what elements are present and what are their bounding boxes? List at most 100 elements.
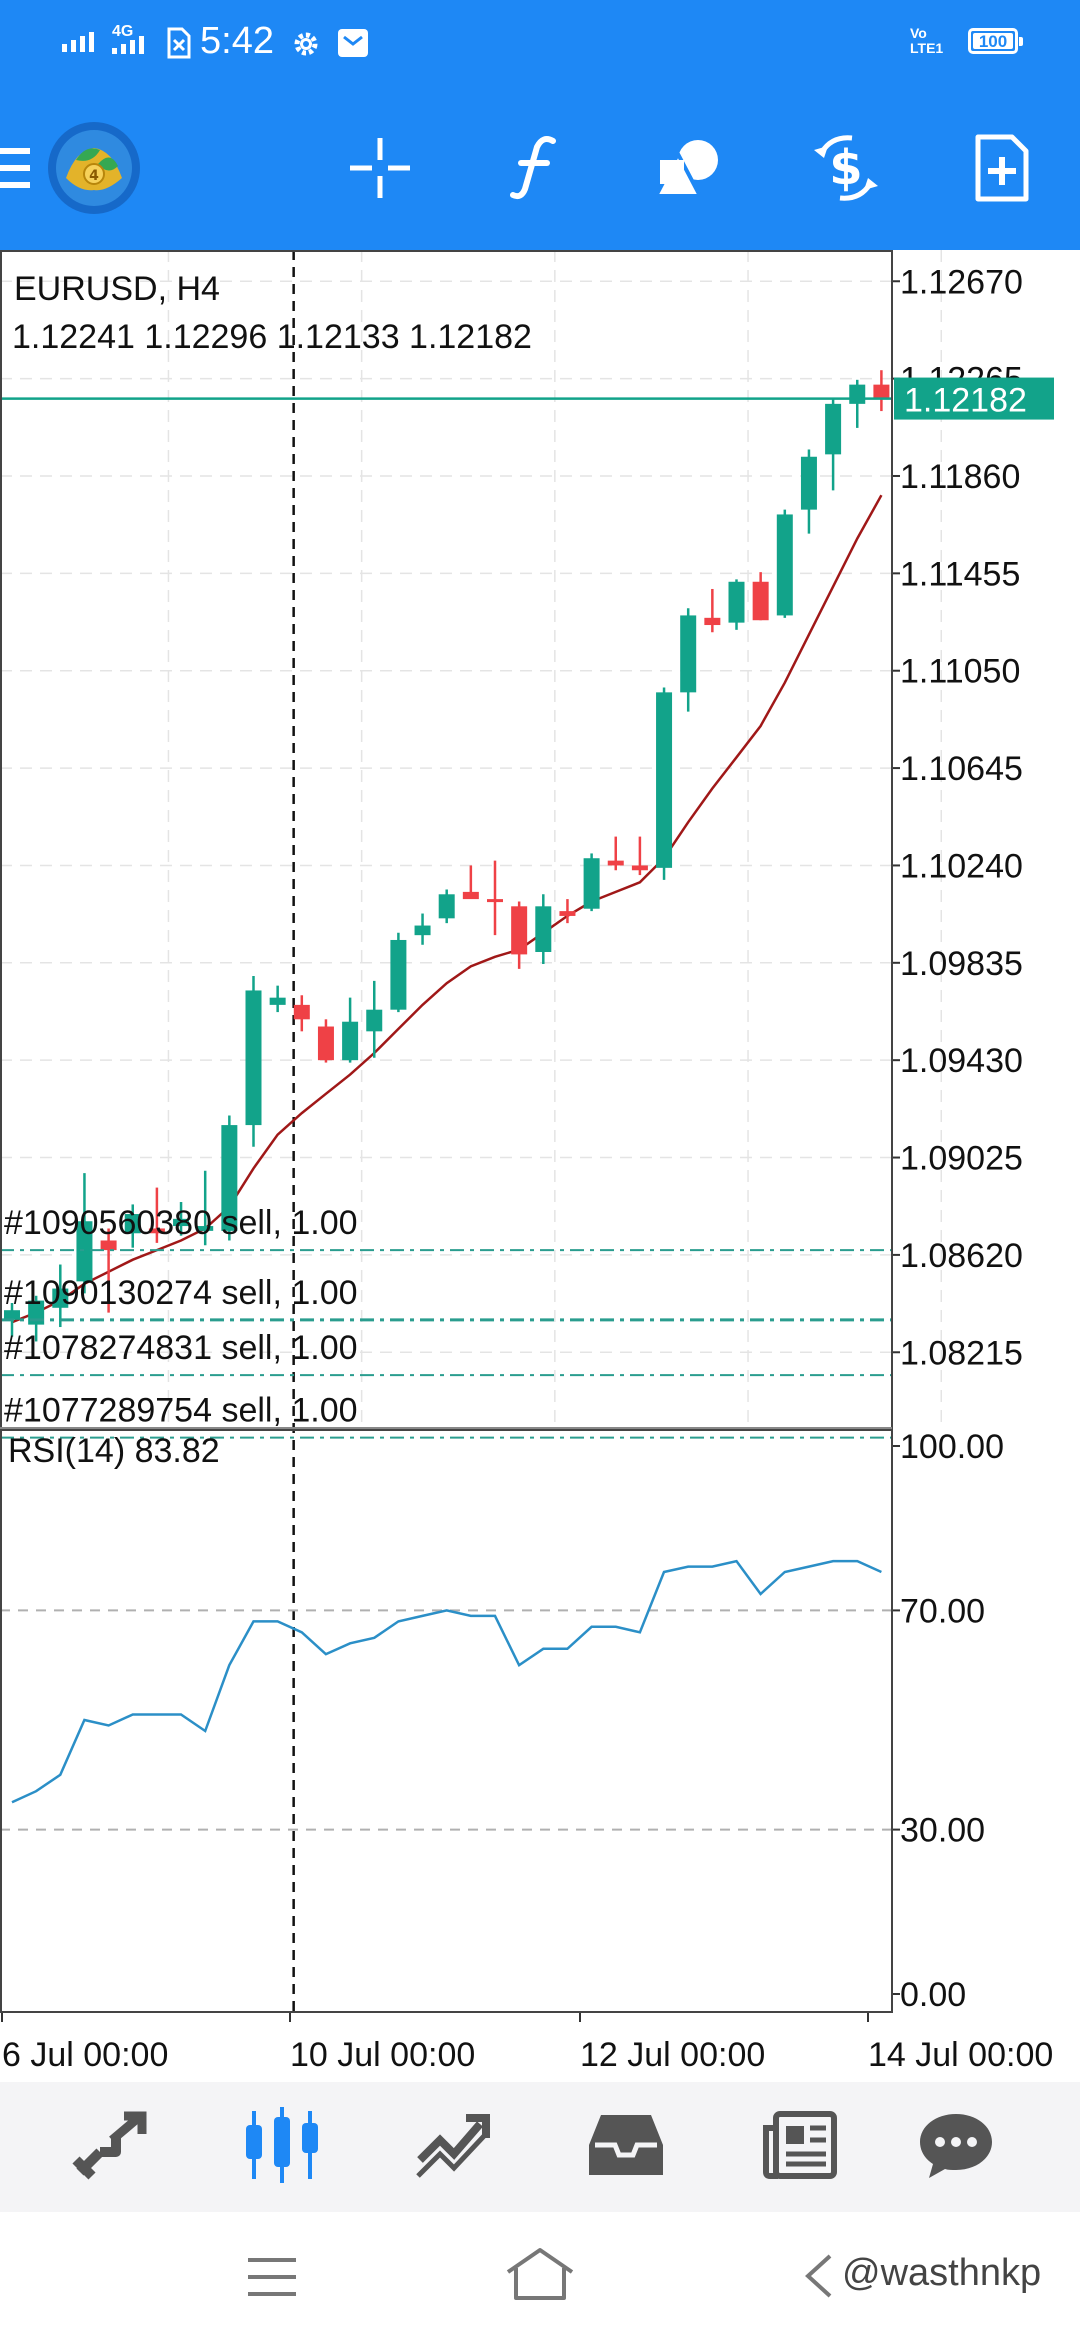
nav-history[interactable] (576, 2100, 676, 2190)
candle-body (728, 581, 745, 623)
candle-body (52, 1288, 69, 1308)
candle-body (631, 865, 648, 871)
candle (342, 997, 359, 1063)
rsi-label: RSI(14) 83.82 (8, 1432, 220, 1470)
price-tick-label: 1.09025 (900, 1140, 1023, 1178)
candle (535, 894, 552, 965)
candle-body (583, 858, 600, 909)
metatrader-logo-button[interactable]: 4 (46, 120, 142, 216)
menu-button[interactable] (0, 138, 34, 198)
gear-icon (294, 32, 318, 56)
nav-chart[interactable] (232, 2100, 332, 2190)
price-tick-label: 1.11050 (900, 653, 1020, 691)
chart-area[interactable]: #1090560380 sell, 1.00 #1090130274 sell, … (0, 250, 1080, 2080)
candle (825, 399, 842, 491)
time-axis: 6 Jul 00:00 10 Jul 00:00 12 Jul 00:00 14 Ju… (1, 2012, 1053, 2074)
recents-icon (248, 2258, 296, 2296)
nav-trade[interactable] (402, 2100, 502, 2190)
rsi-tick-label: 30.00 (900, 1812, 985, 1850)
candle (752, 572, 769, 621)
candle-body (221, 1125, 238, 1231)
chart-toolbar: 4 $ (0, 88, 1080, 250)
no-sim-icon (167, 27, 191, 59)
current-price-badge (894, 377, 1054, 420)
candle-body (76, 1221, 93, 1282)
watermark: @wasthnkp (842, 2252, 1042, 2294)
news-icon (763, 2111, 837, 2179)
price-tick-label: 1.12670 (900, 263, 1023, 301)
candle-body (559, 911, 576, 916)
candle (462, 865, 479, 900)
candle (607, 836, 624, 871)
signal-icon-2 (112, 36, 144, 54)
battery-level: 100 (973, 33, 1013, 51)
candle (656, 687, 673, 880)
battery-icon: 100 (968, 28, 1023, 54)
candle (414, 913, 431, 945)
candle-body (438, 894, 455, 919)
price-tick-label: 1.11455 (900, 555, 1020, 593)
candle (293, 995, 310, 1032)
indicators-button[interactable] (494, 128, 574, 208)
nav-quotes[interactable] (60, 2100, 160, 2190)
candle-body (148, 1228, 165, 1234)
candle (173, 1202, 190, 1236)
candle (366, 980, 383, 1058)
signal-icon (62, 32, 94, 52)
candle-body (342, 1021, 359, 1061)
metatrader-logo-icon: 4 (48, 122, 140, 214)
candle (631, 836, 648, 876)
time-tick-label: 12 Jul 00:00 (580, 2036, 765, 2074)
rsi-line (11, 1559, 882, 1804)
candle-body (293, 1004, 310, 1020)
indicators-icon (510, 136, 556, 200)
price-tick-label: 1.09835 (900, 945, 1023, 983)
time-tick-label: 10 Jul 00:00 (290, 2036, 475, 2074)
candle-body (390, 939, 407, 1010)
timeframe-button[interactable]: $ (804, 126, 888, 210)
clock: 5:42 (200, 20, 274, 62)
candle-body (535, 906, 552, 952)
candle (245, 976, 262, 1147)
objects-icon (656, 140, 718, 198)
candle-body (462, 891, 479, 900)
candle-body (4, 1310, 20, 1320)
candle (100, 1228, 117, 1313)
time-tick-label: 6 Jul 00:00 (2, 2036, 168, 2074)
candle (390, 932, 407, 1013)
rsi-indicator: 100.00 70.00 30.00 0.00 (0, 1428, 1004, 2014)
price-tick-label: 1.09430 (900, 1042, 1023, 1080)
candle-body (607, 860, 624, 866)
chart-canvas[interactable]: #1090560380 sell, 1.00 #1090130274 sell, … (0, 250, 1080, 2080)
candle-body (849, 384, 866, 404)
home-button[interactable] (504, 2246, 576, 2302)
candle (776, 509, 793, 618)
rsi-tick-label: 0.00 (900, 1976, 966, 2014)
timeframe-icon: $ (814, 135, 878, 201)
candle (800, 449, 817, 534)
nav-news[interactable] (750, 2100, 850, 2190)
new-order-button[interactable] (962, 126, 1042, 210)
message-icon (338, 29, 368, 57)
candle-body (366, 1009, 383, 1032)
objects-button[interactable] (650, 128, 730, 208)
candle-body (656, 692, 673, 868)
crosshair-button[interactable] (340, 128, 420, 208)
crosshair-icon (350, 138, 410, 198)
candle-body (825, 403, 842, 455)
symbol-label: EURUSD, H4 (14, 270, 220, 308)
candle-body (269, 997, 286, 1005)
back-button[interactable] (800, 2250, 840, 2302)
candle-body (873, 384, 890, 400)
recent-apps-button[interactable] (242, 2252, 302, 2302)
chart-frames (0, 250, 893, 2013)
candle-body (680, 615, 697, 693)
network-type: 4G (112, 23, 134, 40)
order-lines: #1090560380 sell, 1.00 #1090130274 sell, … (0, 1204, 892, 1439)
candle-body (511, 906, 528, 955)
candle-body (752, 581, 769, 621)
price-tick-label: 1.10240 (900, 847, 1023, 885)
nav-chat[interactable] (906, 2100, 1006, 2190)
candle-body (487, 899, 503, 903)
trade-icon (416, 2114, 490, 2178)
